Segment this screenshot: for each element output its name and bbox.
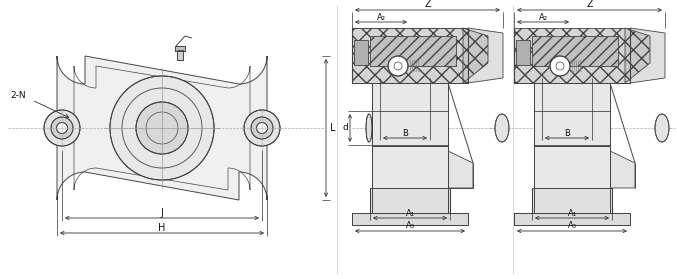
Bar [370, 188, 450, 213]
Bar [175, 46, 185, 51]
Bar [534, 83, 610, 148]
Text: A₃: A₃ [406, 222, 414, 230]
Circle shape [51, 117, 73, 139]
Bar [516, 28, 628, 83]
Circle shape [257, 122, 267, 133]
Text: A₂: A₂ [376, 13, 385, 21]
Circle shape [388, 56, 408, 76]
Text: A₂: A₂ [538, 13, 548, 21]
Text: B: B [402, 129, 408, 138]
Polygon shape [448, 151, 473, 188]
Circle shape [110, 76, 214, 180]
Bar [352, 213, 468, 225]
Text: Z: Z [586, 0, 593, 9]
Polygon shape [625, 28, 650, 83]
Ellipse shape [366, 114, 372, 142]
Text: d: d [342, 124, 348, 133]
Ellipse shape [495, 114, 509, 142]
Circle shape [44, 110, 80, 146]
Bar [534, 146, 610, 188]
Ellipse shape [655, 114, 669, 142]
Bar [514, 213, 630, 225]
Bar [177, 50, 183, 60]
Text: A₁: A₁ [567, 208, 577, 218]
Text: L: L [330, 123, 336, 133]
Polygon shape [630, 28, 665, 83]
Polygon shape [468, 28, 503, 83]
Polygon shape [463, 28, 488, 83]
Text: A₃: A₃ [567, 222, 577, 230]
Circle shape [56, 122, 68, 133]
Circle shape [550, 56, 570, 76]
Circle shape [244, 110, 280, 146]
Text: 2-N: 2-N [10, 92, 26, 100]
Bar [352, 28, 468, 83]
Bar [370, 36, 456, 66]
Bar [372, 83, 448, 148]
Bar [532, 188, 612, 213]
Bar [532, 36, 618, 66]
Circle shape [251, 117, 273, 139]
Bar [177, 50, 183, 60]
Polygon shape [57, 56, 267, 200]
Bar [354, 40, 368, 65]
Bar [514, 28, 630, 83]
Text: J: J [160, 208, 163, 218]
Text: A₁: A₁ [406, 208, 414, 218]
Circle shape [136, 102, 188, 154]
Text: Z: Z [424, 0, 431, 9]
Bar [372, 146, 448, 188]
Polygon shape [610, 151, 635, 188]
Text: H: H [158, 223, 166, 233]
Bar [516, 40, 530, 65]
Bar [175, 46, 185, 51]
Text: B: B [564, 129, 570, 138]
